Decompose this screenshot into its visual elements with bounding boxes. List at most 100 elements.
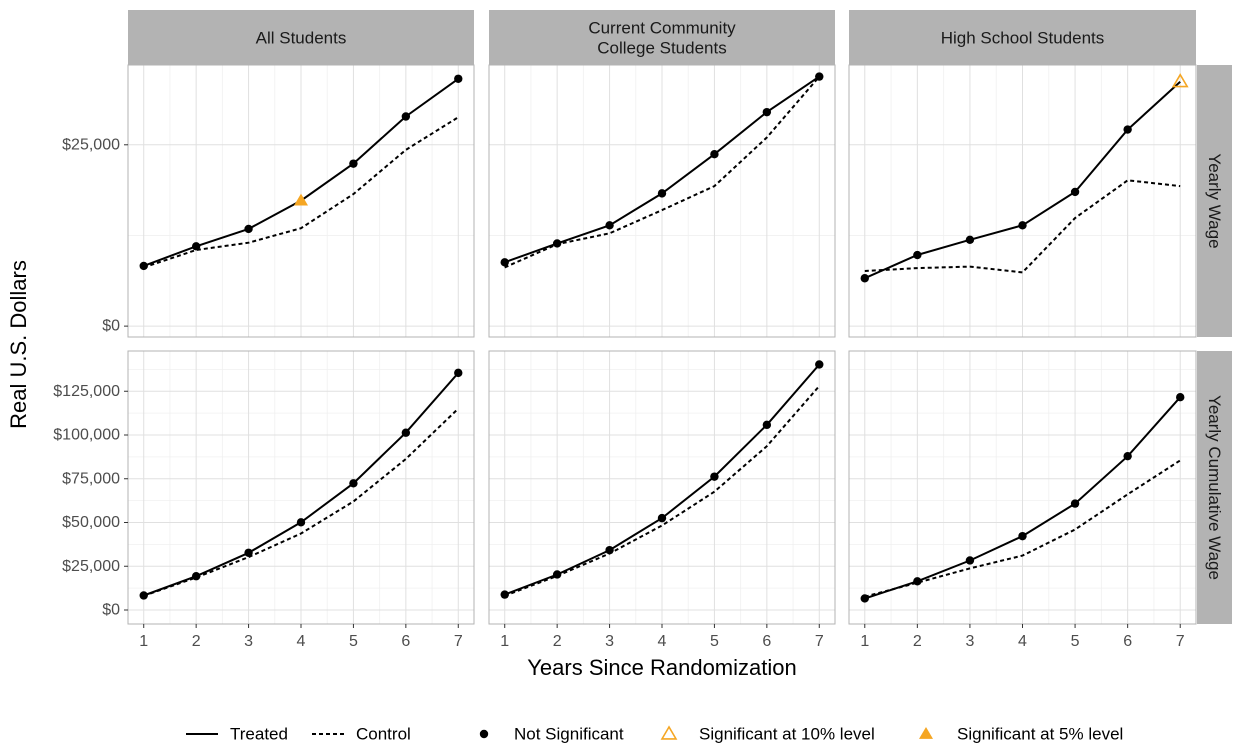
facet-strip-row xyxy=(1197,65,1232,337)
y-tick-label: $50,000 xyxy=(62,514,120,531)
point-not-significant xyxy=(349,479,358,488)
point-not-significant xyxy=(1123,451,1132,461)
control-series-line xyxy=(143,407,459,597)
point-not-significant xyxy=(605,545,614,555)
x-tick-label: 3 xyxy=(244,633,253,650)
control-series-line xyxy=(143,116,459,269)
facet-label-column: High School Students xyxy=(941,29,1105,48)
point-not-significant xyxy=(191,572,201,581)
y-tick-label: $125,000 xyxy=(53,383,120,400)
point-not-significant xyxy=(1176,393,1185,402)
point-not-significant xyxy=(191,242,201,251)
x-tick-label: 3 xyxy=(965,633,974,650)
point-not-significant xyxy=(965,235,975,245)
point-not-significant xyxy=(401,428,411,437)
point-not-significant xyxy=(860,274,869,283)
point-not-significant xyxy=(244,224,253,234)
point-not-significant xyxy=(1018,221,1027,230)
panel xyxy=(848,64,1197,338)
legend-key-significant-10pct xyxy=(660,725,678,740)
point-not-significant xyxy=(815,360,824,369)
facet-label-column: Current Community College Students xyxy=(588,19,736,58)
legend-label-control: Control xyxy=(356,725,411,744)
x-tick-label: 7 xyxy=(815,633,824,650)
panel xyxy=(488,350,836,625)
x-tick-label: 7 xyxy=(1176,633,1185,650)
x-tick-label: 1 xyxy=(860,633,869,650)
legend-key-not-significant xyxy=(479,729,489,739)
point-not-significant xyxy=(454,368,463,378)
point-not-significant xyxy=(139,591,148,600)
panel xyxy=(488,64,836,338)
panel-border xyxy=(848,64,1197,338)
panel xyxy=(127,350,475,625)
point-not-significant xyxy=(401,112,411,121)
x-tick-label: 3 xyxy=(605,633,614,650)
x-tick-label: 5 xyxy=(349,633,358,650)
legend-label-treated: Treated xyxy=(230,725,288,744)
point-not-significant xyxy=(1018,531,1027,541)
facet-label-row: Yearly Wage xyxy=(1205,153,1224,248)
point-not-significant xyxy=(860,594,869,603)
x-tick-label: 5 xyxy=(1071,633,1080,650)
legend-label-significant-5pct: Significant at 5% level xyxy=(957,725,1123,744)
facet-label-line: All Students xyxy=(256,29,347,48)
point-not-significant xyxy=(552,570,562,579)
point-not-significant xyxy=(1070,187,1080,197)
x-tick-label: 6 xyxy=(401,633,410,650)
facet-label-line: Current Community xyxy=(588,19,736,38)
control-series-line xyxy=(864,179,1181,274)
y-tick-label: $0 xyxy=(102,318,120,335)
facet-strip-column xyxy=(489,10,835,65)
legend-key-significant-5pct xyxy=(919,727,933,739)
y-tick-label: $100,000 xyxy=(53,427,120,444)
panel xyxy=(848,350,1197,625)
point-not-significant xyxy=(710,150,719,159)
point-not-significant xyxy=(296,518,306,527)
panel-border xyxy=(127,64,475,338)
point-not-significant xyxy=(913,577,922,586)
point-not-significant xyxy=(1123,125,1132,134)
facet-label-column: All Students xyxy=(256,29,347,48)
facet-label-row: Yearly Cumulative Wage xyxy=(1205,395,1224,580)
x-tick-label: 2 xyxy=(553,633,562,650)
x-tick-label: 1 xyxy=(139,633,148,650)
x-tick-label: 7 xyxy=(454,633,463,650)
point-not-significant xyxy=(913,250,922,260)
x-tick-label: 2 xyxy=(913,633,922,650)
panel-border xyxy=(488,64,836,338)
point-not-significant xyxy=(710,472,719,481)
x-tick-label: 6 xyxy=(762,633,771,650)
facet-label-line: High School Students xyxy=(941,29,1105,48)
x-tick-label: 1 xyxy=(500,633,509,650)
x-tick-label: 2 xyxy=(192,633,201,650)
y-tick-label: $75,000 xyxy=(62,470,120,487)
point-significant-5pct xyxy=(294,193,308,206)
point-not-significant xyxy=(762,420,772,430)
point-not-significant xyxy=(500,258,509,267)
facet-label-line: College Students xyxy=(597,39,726,58)
x-tick-label: 4 xyxy=(297,633,306,650)
point-not-significant xyxy=(605,221,614,230)
point-not-significant xyxy=(244,548,253,557)
point-not-significant xyxy=(657,513,667,523)
point-not-significant xyxy=(454,74,463,83)
x-tick-label: 6 xyxy=(1123,633,1132,650)
panel xyxy=(127,64,475,338)
control-series-line xyxy=(864,459,1181,598)
legend: Treated Control Not Significant Significant… xyxy=(186,725,1123,744)
x-tick-label: 4 xyxy=(658,633,667,650)
y-axis-title: Real U.S. Dollars xyxy=(6,260,31,429)
point-not-significant xyxy=(1070,499,1080,508)
point-not-significant xyxy=(762,107,772,117)
point-not-significant xyxy=(815,72,824,81)
point-significant-10pct xyxy=(1171,73,1189,88)
y-tick-label: $25,000 xyxy=(62,558,120,575)
point-not-significant xyxy=(500,590,509,599)
legend-label-not-significant: Not Significant xyxy=(514,725,624,744)
facet-strip-column xyxy=(128,10,474,65)
x-tick-label: 4 xyxy=(1018,633,1027,650)
legend-label-significant-10pct: Significant at 10% level xyxy=(699,725,875,744)
facet-strip-row xyxy=(1197,351,1232,624)
